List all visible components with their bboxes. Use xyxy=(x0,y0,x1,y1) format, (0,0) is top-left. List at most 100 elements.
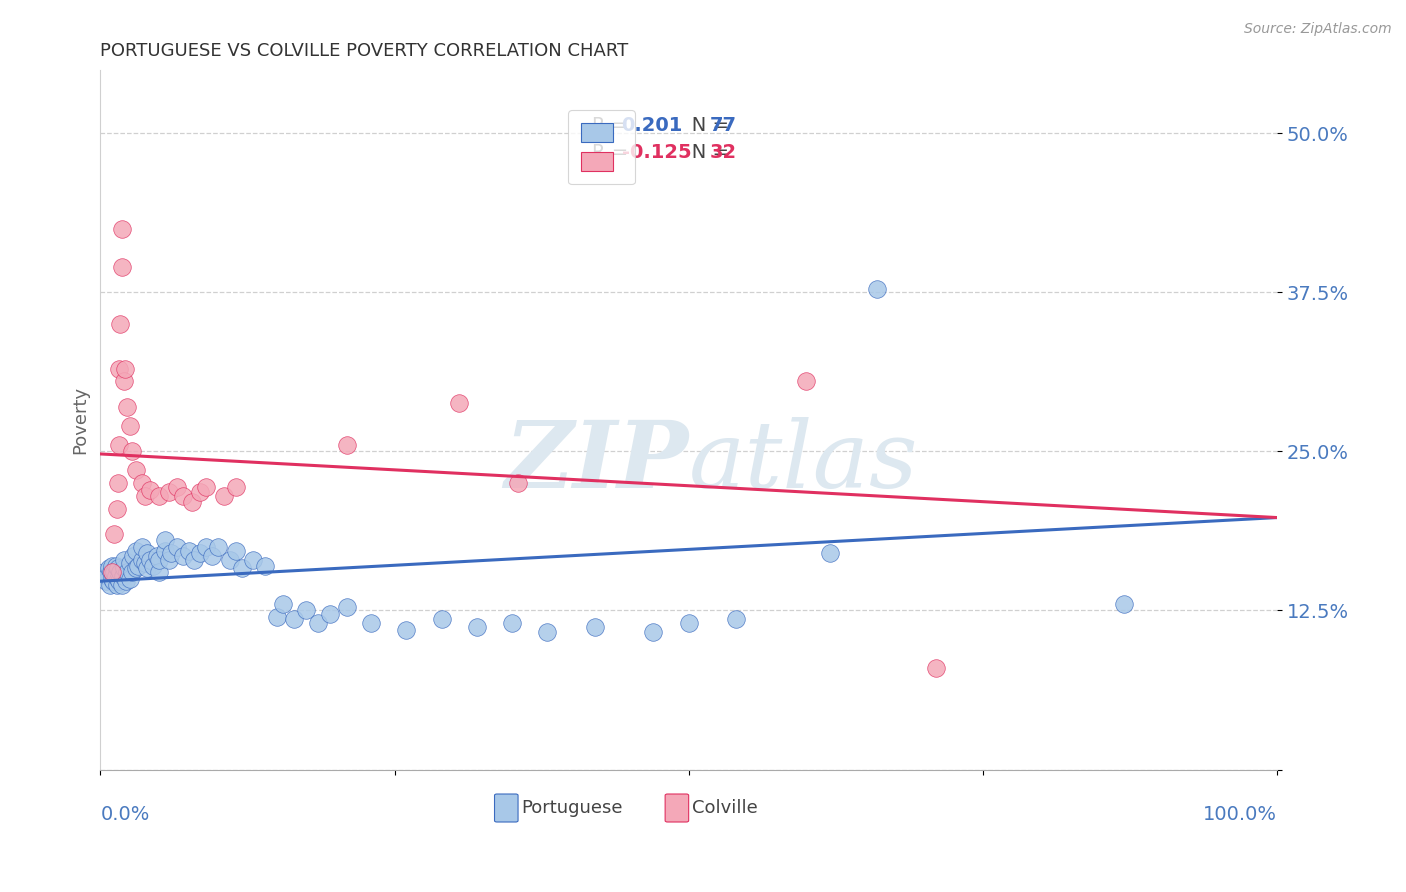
Point xyxy=(307,616,329,631)
Point xyxy=(105,501,128,516)
Point xyxy=(160,546,183,560)
Point xyxy=(678,616,700,631)
Point xyxy=(266,609,288,624)
FancyBboxPatch shape xyxy=(495,794,517,822)
Point xyxy=(98,578,121,592)
Point xyxy=(93,566,115,580)
Point xyxy=(111,569,134,583)
Point xyxy=(218,552,240,566)
Point xyxy=(107,561,129,575)
Point xyxy=(107,476,129,491)
Point xyxy=(114,361,136,376)
Text: N =: N = xyxy=(673,116,735,136)
Point xyxy=(172,489,194,503)
Point xyxy=(101,566,124,580)
Point xyxy=(295,603,318,617)
Text: atlas: atlas xyxy=(689,417,918,507)
Point xyxy=(225,543,247,558)
Point xyxy=(134,557,156,571)
Point xyxy=(142,558,165,573)
Point xyxy=(131,552,153,566)
Text: Source: ZipAtlas.com: Source: ZipAtlas.com xyxy=(1244,22,1392,37)
Point xyxy=(97,561,120,575)
Point xyxy=(110,566,132,580)
Point xyxy=(112,552,135,566)
Point xyxy=(643,625,665,640)
Point xyxy=(104,569,127,583)
Point xyxy=(536,625,558,640)
Point xyxy=(225,480,247,494)
FancyBboxPatch shape xyxy=(665,794,689,822)
Point xyxy=(195,540,218,554)
Point xyxy=(148,566,170,580)
Point xyxy=(103,527,125,541)
Point xyxy=(121,444,143,458)
Point xyxy=(118,419,141,434)
Point xyxy=(360,616,382,631)
Point xyxy=(117,566,139,580)
Point xyxy=(110,317,132,331)
Point xyxy=(127,558,149,573)
Text: 77: 77 xyxy=(710,116,737,136)
Point xyxy=(110,221,132,235)
Point xyxy=(157,485,180,500)
Point xyxy=(112,375,135,389)
Point xyxy=(112,561,135,575)
Point xyxy=(818,546,841,560)
Point xyxy=(96,569,118,583)
Point xyxy=(181,495,204,509)
Point xyxy=(148,489,170,503)
Point xyxy=(430,612,453,626)
Point xyxy=(124,463,146,477)
Point xyxy=(157,552,180,566)
Point xyxy=(110,578,132,592)
Text: PORTUGUESE VS COLVILLE POVERTY CORRELATION CHART: PORTUGUESE VS COLVILLE POVERTY CORRELATI… xyxy=(100,42,628,60)
Point xyxy=(100,566,122,580)
Point xyxy=(107,572,129,586)
Point xyxy=(336,438,359,452)
Point xyxy=(124,561,146,575)
Text: Colville: Colville xyxy=(692,799,758,817)
Point xyxy=(131,540,153,554)
Point xyxy=(131,476,153,491)
Point xyxy=(166,480,188,494)
Point xyxy=(1112,597,1135,611)
Point xyxy=(153,533,176,548)
Point xyxy=(121,566,143,580)
Point xyxy=(139,552,162,566)
Point xyxy=(925,661,948,675)
Point xyxy=(96,574,118,589)
Point xyxy=(283,612,305,626)
Point xyxy=(108,574,131,589)
Point xyxy=(153,543,176,558)
Point xyxy=(103,574,125,589)
Point xyxy=(122,549,145,563)
Text: 32: 32 xyxy=(710,143,737,161)
Point xyxy=(319,607,342,622)
Point xyxy=(465,620,488,634)
Point xyxy=(190,485,212,500)
Point xyxy=(242,552,264,566)
Text: R =: R = xyxy=(592,143,634,161)
Point xyxy=(118,572,141,586)
Point xyxy=(166,540,188,554)
Point xyxy=(136,546,159,560)
Point xyxy=(866,281,889,295)
Text: 0.0%: 0.0% xyxy=(100,805,149,824)
Point xyxy=(110,260,132,274)
Point xyxy=(336,599,359,614)
Legend: , : , xyxy=(568,111,636,185)
Point xyxy=(212,489,235,503)
Point xyxy=(190,546,212,560)
Point xyxy=(449,396,471,410)
Point xyxy=(172,549,194,563)
Point xyxy=(101,572,124,586)
Point xyxy=(195,480,218,494)
Text: Portuguese: Portuguese xyxy=(522,799,623,817)
Point xyxy=(139,483,162,497)
Point xyxy=(231,561,253,575)
Point xyxy=(134,489,156,503)
Point xyxy=(105,578,128,592)
Point xyxy=(506,476,529,491)
Text: 0.201: 0.201 xyxy=(621,116,683,136)
